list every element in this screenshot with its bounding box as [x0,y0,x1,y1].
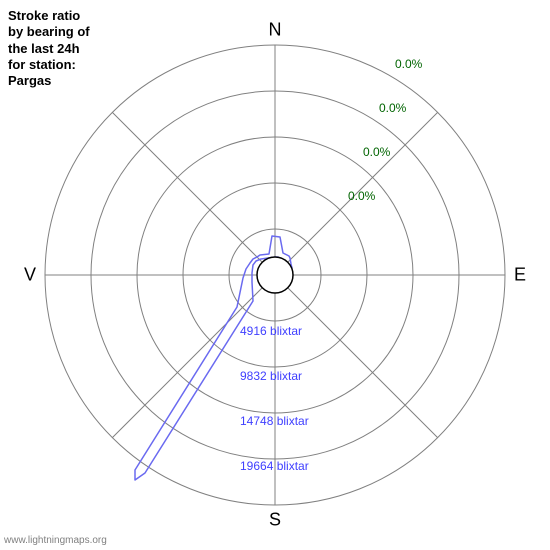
ring-pct-label: 0.0% [363,145,391,159]
ring-pct-label: 0.0% [379,101,407,115]
compass-v: V [24,265,36,286]
compass-e: E [514,265,526,286]
ring-blixtar-label: 4916 blixtar [240,324,302,338]
footer-credit: www.lightningmaps.org [4,535,107,546]
ring-blixtar-label: 14748 blixtar [240,414,309,428]
center-hub [257,257,293,293]
compass-s: S [269,510,281,531]
compass-n: N [269,20,282,41]
polar-chart: 0.0% 0.0% 0.0% 0.0% 4916 blixtar 9832 blixtar… [0,0,550,550]
ring-blixtar-label: 9832 blixtar [240,369,302,383]
ring-pct-label: 0.0% [348,189,376,203]
ring-blixtar-label: 19664 blixtar [240,459,309,473]
spoke [112,112,275,275]
ring-pct-label: 0.0% [395,57,423,71]
